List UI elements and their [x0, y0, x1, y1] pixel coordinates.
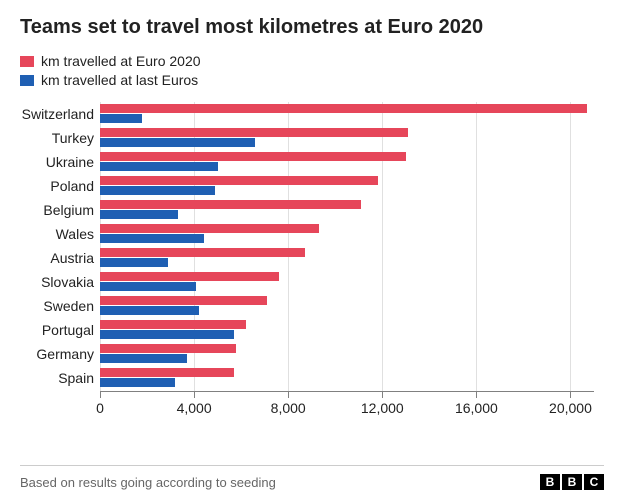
bar-series1 [100, 200, 361, 209]
bar-series2 [100, 162, 218, 171]
chart-area: SwitzerlandTurkeyUkrainePolandBelgiumWal… [100, 102, 594, 422]
chart-row: Sweden [100, 294, 594, 318]
bar-series1 [100, 272, 279, 281]
chart-row: Belgium [100, 198, 594, 222]
chart-row: Germany [100, 342, 594, 366]
bar-series2 [100, 186, 215, 195]
legend-item-2: km travelled at last Euros [20, 72, 604, 88]
xtick-mark [194, 392, 195, 398]
chart-container: Teams set to travel most kilometres at E… [0, 0, 624, 500]
chart-title: Teams set to travel most kilometres at E… [20, 16, 604, 39]
xtick-mark [570, 392, 571, 398]
legend-swatch-2 [20, 75, 34, 86]
bar-series2 [100, 234, 204, 243]
chart-row: Slovakia [100, 270, 594, 294]
bar-series1 [100, 344, 236, 353]
chart-row: Ukraine [100, 150, 594, 174]
bar-series2 [100, 378, 175, 387]
footer-note: Based on results going according to seed… [20, 475, 276, 490]
chart-row: Wales [100, 222, 594, 246]
xtick-mark [382, 392, 383, 398]
xtick-label: 12,000 [361, 400, 404, 416]
chart-row: Austria [100, 246, 594, 270]
bbc-logo: B B C [540, 474, 604, 490]
bar-series1 [100, 128, 408, 137]
bbc-logo-box: C [584, 474, 604, 490]
category-label: Turkey [16, 131, 100, 145]
category-label: Slovakia [16, 275, 100, 289]
xtick-label: 20,000 [549, 400, 592, 416]
category-label: Wales [16, 227, 100, 241]
category-label: Spain [16, 371, 100, 385]
category-label: Poland [16, 179, 100, 193]
chart-row: Spain [100, 366, 594, 390]
category-label: Germany [16, 347, 100, 361]
bar-series1 [100, 152, 406, 161]
legend-label-1: km travelled at Euro 2020 [41, 53, 201, 69]
bar-series1 [100, 176, 378, 185]
xtick-mark [476, 392, 477, 398]
plot-area: SwitzerlandTurkeyUkrainePolandBelgiumWal… [100, 102, 594, 392]
bar-series2 [100, 330, 234, 339]
xtick-mark [100, 392, 101, 398]
bar-series2 [100, 258, 168, 267]
chart-row: Poland [100, 174, 594, 198]
legend-swatch-1 [20, 56, 34, 67]
bar-series2 [100, 138, 255, 147]
bar-series2 [100, 354, 187, 363]
bar-series1 [100, 248, 305, 257]
xtick-mark [288, 392, 289, 398]
category-label: Switzerland [16, 107, 100, 121]
bar-series2 [100, 210, 178, 219]
category-label: Belgium [16, 203, 100, 217]
chart-row: Portugal [100, 318, 594, 342]
bar-series1 [100, 368, 234, 377]
category-label: Sweden [16, 299, 100, 313]
xtick-label: 0 [96, 400, 104, 416]
bbc-logo-box: B [562, 474, 582, 490]
chart-row: Switzerland [100, 102, 594, 126]
bar-series1 [100, 224, 319, 233]
legend: km travelled at Euro 2020 km travelled a… [20, 53, 604, 88]
chart-row: Turkey [100, 126, 594, 150]
bar-series1 [100, 296, 267, 305]
bar-series1 [100, 320, 246, 329]
xtick-label: 4,000 [177, 400, 212, 416]
xtick-label: 16,000 [455, 400, 498, 416]
category-label: Austria [16, 251, 100, 265]
footer: Based on results going according to seed… [20, 465, 604, 490]
bar-series1 [100, 104, 587, 113]
legend-item-1: km travelled at Euro 2020 [20, 53, 604, 69]
bar-series2 [100, 114, 142, 123]
category-label: Portugal [16, 323, 100, 337]
xtick-label: 8,000 [271, 400, 306, 416]
legend-label-2: km travelled at last Euros [41, 72, 198, 88]
bar-series2 [100, 282, 196, 291]
bbc-logo-box: B [540, 474, 560, 490]
x-axis: 04,0008,00012,00016,00020,000 [100, 392, 594, 422]
category-label: Ukraine [16, 155, 100, 169]
bar-series2 [100, 306, 199, 315]
